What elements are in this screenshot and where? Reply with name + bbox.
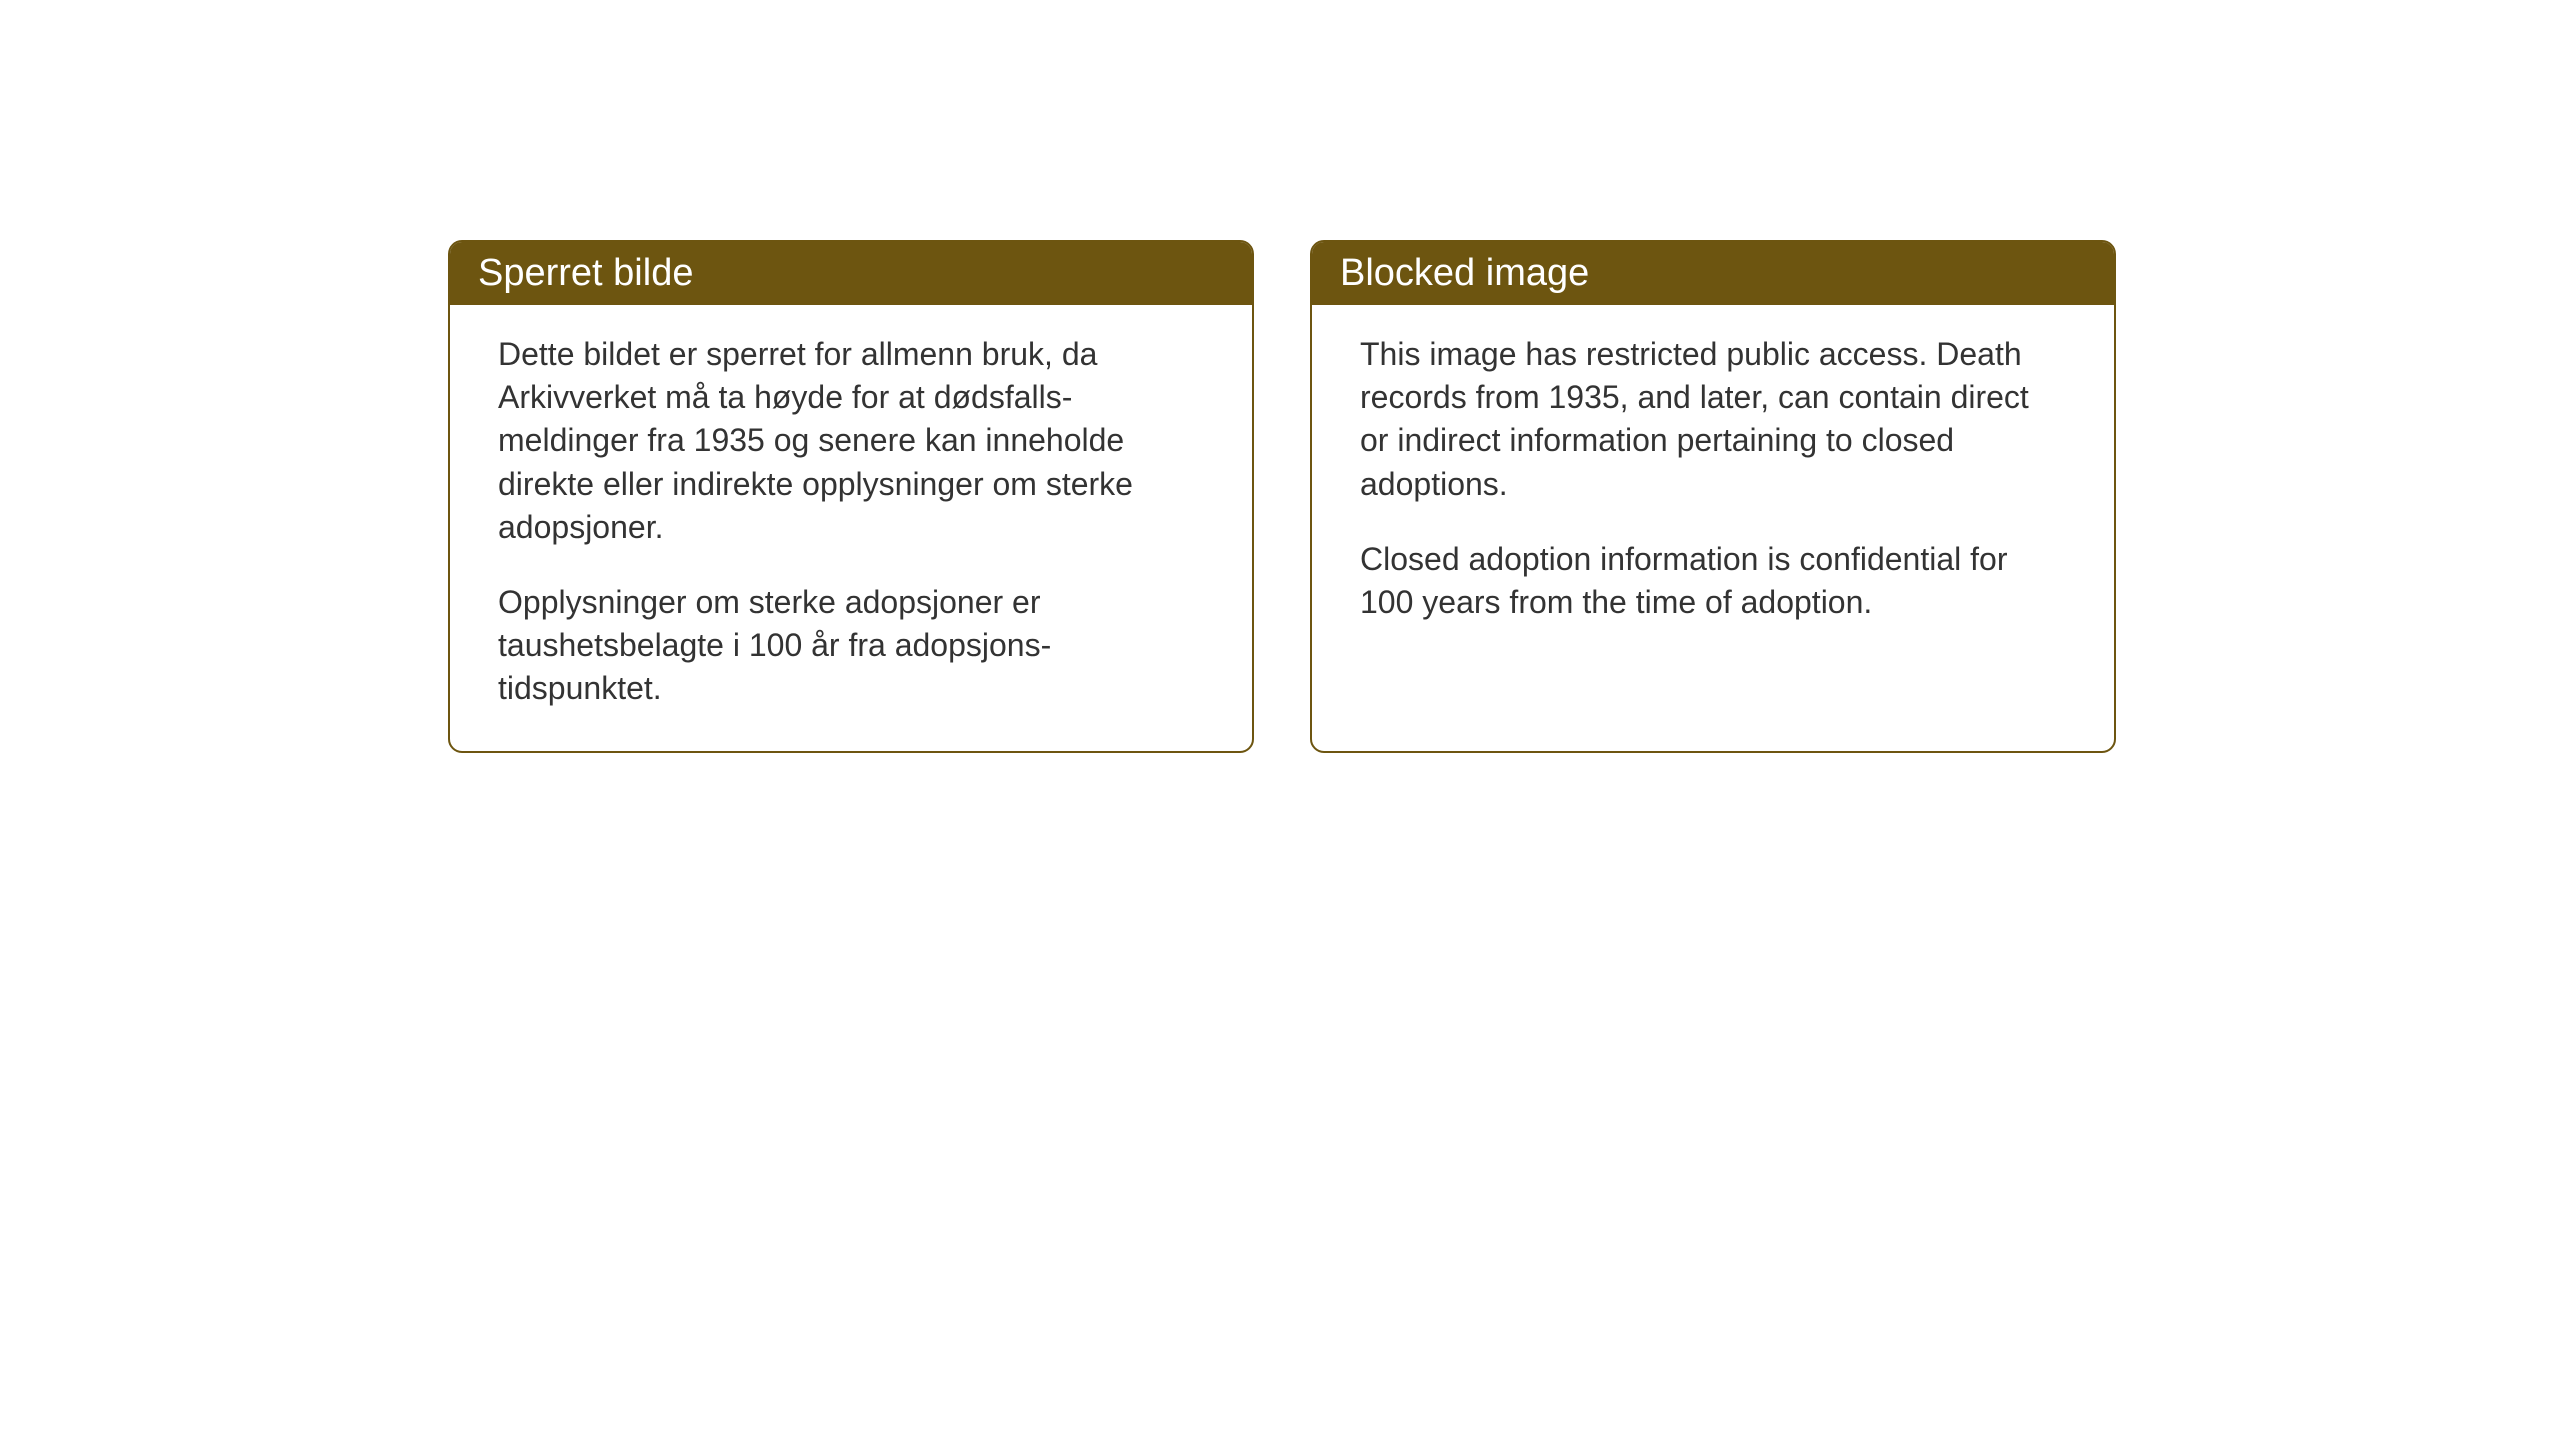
notice-paragraph-1-norwegian: Dette bildet er sperret for allmenn bruk… bbox=[498, 333, 1204, 549]
notice-paragraph-2-english: Closed adoption information is confident… bbox=[1360, 538, 2066, 624]
notice-container: Sperret bilde Dette bildet er sperret fo… bbox=[448, 240, 2116, 753]
notice-paragraph-2-norwegian: Opplysninger om sterke adopsjoner er tau… bbox=[498, 581, 1204, 711]
notice-title-english: Blocked image bbox=[1340, 252, 1589, 294]
notice-header-norwegian: Sperret bilde bbox=[450, 242, 1252, 305]
notice-card-english: Blocked image This image has restricted … bbox=[1310, 240, 2116, 753]
notice-body-norwegian: Dette bildet er sperret for allmenn bruk… bbox=[450, 305, 1252, 751]
notice-title-norwegian: Sperret bilde bbox=[478, 252, 693, 294]
notice-card-norwegian: Sperret bilde Dette bildet er sperret fo… bbox=[448, 240, 1254, 753]
notice-header-english: Blocked image bbox=[1312, 242, 2114, 305]
notice-paragraph-1-english: This image has restricted public access.… bbox=[1360, 333, 2066, 506]
notice-body-english: This image has restricted public access.… bbox=[1312, 305, 2114, 664]
